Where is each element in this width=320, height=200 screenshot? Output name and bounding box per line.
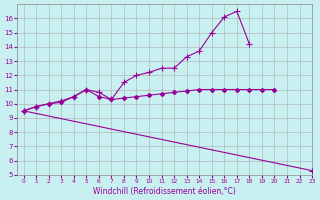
X-axis label: Windchill (Refroidissement éolien,°C): Windchill (Refroidissement éolien,°C) bbox=[93, 187, 236, 196]
